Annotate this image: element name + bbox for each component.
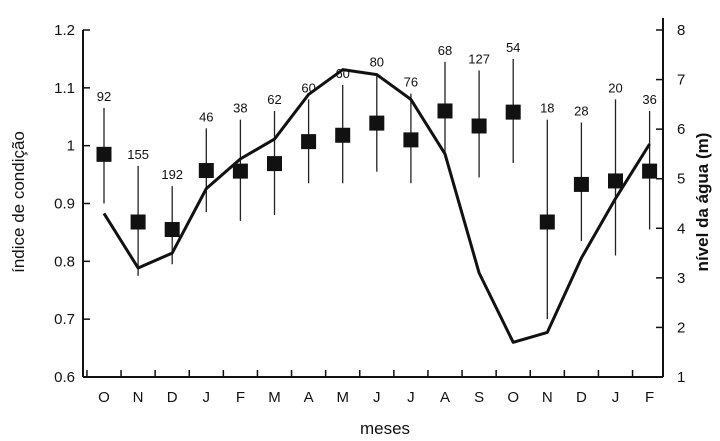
sample-size-label: 46 bbox=[199, 109, 213, 124]
sample-size-label: 68 bbox=[438, 43, 452, 58]
sample-size-label: 62 bbox=[267, 92, 281, 107]
data-point-marker bbox=[96, 146, 112, 162]
right-tick-label: 3 bbox=[677, 270, 685, 287]
data-point-marker bbox=[608, 173, 623, 189]
x-tick-label: D bbox=[167, 389, 178, 406]
x-tick-label: M bbox=[268, 389, 281, 406]
left-tick-label: 0.6 bbox=[54, 369, 75, 386]
sample-size-label: 192 bbox=[161, 167, 183, 182]
data-point-marker bbox=[267, 156, 282, 172]
sample-size-label: 18 bbox=[540, 101, 554, 116]
sample-size-label: 60 bbox=[301, 80, 315, 95]
sample-size-label: 76 bbox=[404, 75, 418, 90]
x-tick-label: D bbox=[576, 389, 587, 406]
right-tick-label: 2 bbox=[677, 319, 685, 336]
sample-size-label: 92 bbox=[97, 89, 111, 104]
right-y-axis-title: nível da água (m) bbox=[693, 133, 712, 272]
right-y-axis: 1 2 3 4 5 6 7 8 bbox=[656, 22, 685, 386]
condition-index-series bbox=[96, 103, 658, 238]
x-tick-label: O bbox=[98, 389, 110, 406]
right-tick-label: 8 bbox=[677, 22, 685, 39]
data-point-marker bbox=[471, 118, 487, 134]
x-tick-label: N bbox=[542, 389, 553, 406]
sample-size-label: 38 bbox=[233, 101, 247, 116]
x-tick-label: O bbox=[507, 389, 519, 406]
data-point-marker bbox=[335, 127, 351, 143]
data-point-marker bbox=[437, 103, 453, 119]
data-point-marker bbox=[232, 163, 248, 179]
sample-size-label: 36 bbox=[642, 92, 656, 107]
left-tick-label: 0.9 bbox=[54, 196, 75, 213]
data-point-marker bbox=[505, 104, 521, 120]
data-point-marker bbox=[403, 132, 419, 148]
sample-size-label: 80 bbox=[370, 54, 384, 69]
x-tick-label: F bbox=[236, 389, 245, 406]
x-axis-title: meses bbox=[360, 419, 410, 438]
left-tick-label: 0.7 bbox=[54, 311, 75, 328]
data-point-marker bbox=[642, 163, 658, 179]
sample-size-label: 60 bbox=[335, 66, 349, 81]
right-tick-label: 1 bbox=[677, 369, 685, 386]
x-tick-label: S bbox=[474, 389, 484, 406]
data-point-marker bbox=[369, 115, 385, 131]
right-tick-label: 7 bbox=[677, 72, 685, 89]
sample-size-label: 28 bbox=[574, 104, 588, 119]
x-tick-label: J bbox=[373, 389, 381, 406]
left-y-axis-title: índice de condição bbox=[9, 131, 28, 273]
left-y-axis: 0.6 0.7 0.8 0.9 1 1.1 1.2 bbox=[54, 22, 90, 386]
data-point-marker bbox=[130, 214, 146, 230]
sample-size-label: 155 bbox=[127, 147, 149, 162]
left-tick-label: 1.2 bbox=[54, 22, 75, 39]
data-point-marker bbox=[198, 163, 214, 179]
water-level-series bbox=[102, 68, 651, 344]
x-tick-label: M bbox=[336, 389, 349, 406]
error-bars bbox=[103, 58, 651, 320]
right-tick-label: 6 bbox=[677, 121, 685, 138]
data-point-marker bbox=[573, 176, 589, 192]
data-point-marker bbox=[164, 222, 180, 238]
axes bbox=[82, 18, 664, 378]
x-tick-label: A bbox=[440, 389, 450, 406]
left-tick-label: 1 bbox=[67, 138, 75, 155]
left-tick-label: 0.8 bbox=[54, 253, 75, 270]
left-tick-label: 1.1 bbox=[54, 80, 75, 97]
x-tick-label: J bbox=[407, 389, 415, 406]
x-tick-label: J bbox=[612, 389, 620, 406]
x-tick-label: N bbox=[133, 389, 144, 406]
right-tick-label: 4 bbox=[677, 220, 685, 237]
water-level-line bbox=[102, 68, 651, 344]
sample-size-label: 20 bbox=[608, 80, 622, 95]
sample-size-label: 54 bbox=[506, 40, 520, 55]
sample-size-label: 127 bbox=[468, 51, 490, 66]
sample-size-labels: 92 155 192 46 38 62 60 60 80 76 68 127 54 18 28 20 36 bbox=[97, 40, 657, 182]
x-tick-label: J bbox=[203, 389, 211, 406]
data-point-marker bbox=[301, 134, 317, 150]
right-tick-label: 5 bbox=[677, 171, 685, 188]
data-point-marker bbox=[539, 214, 555, 230]
x-tick-label: F bbox=[645, 389, 654, 406]
x-tick-label: A bbox=[304, 389, 314, 406]
